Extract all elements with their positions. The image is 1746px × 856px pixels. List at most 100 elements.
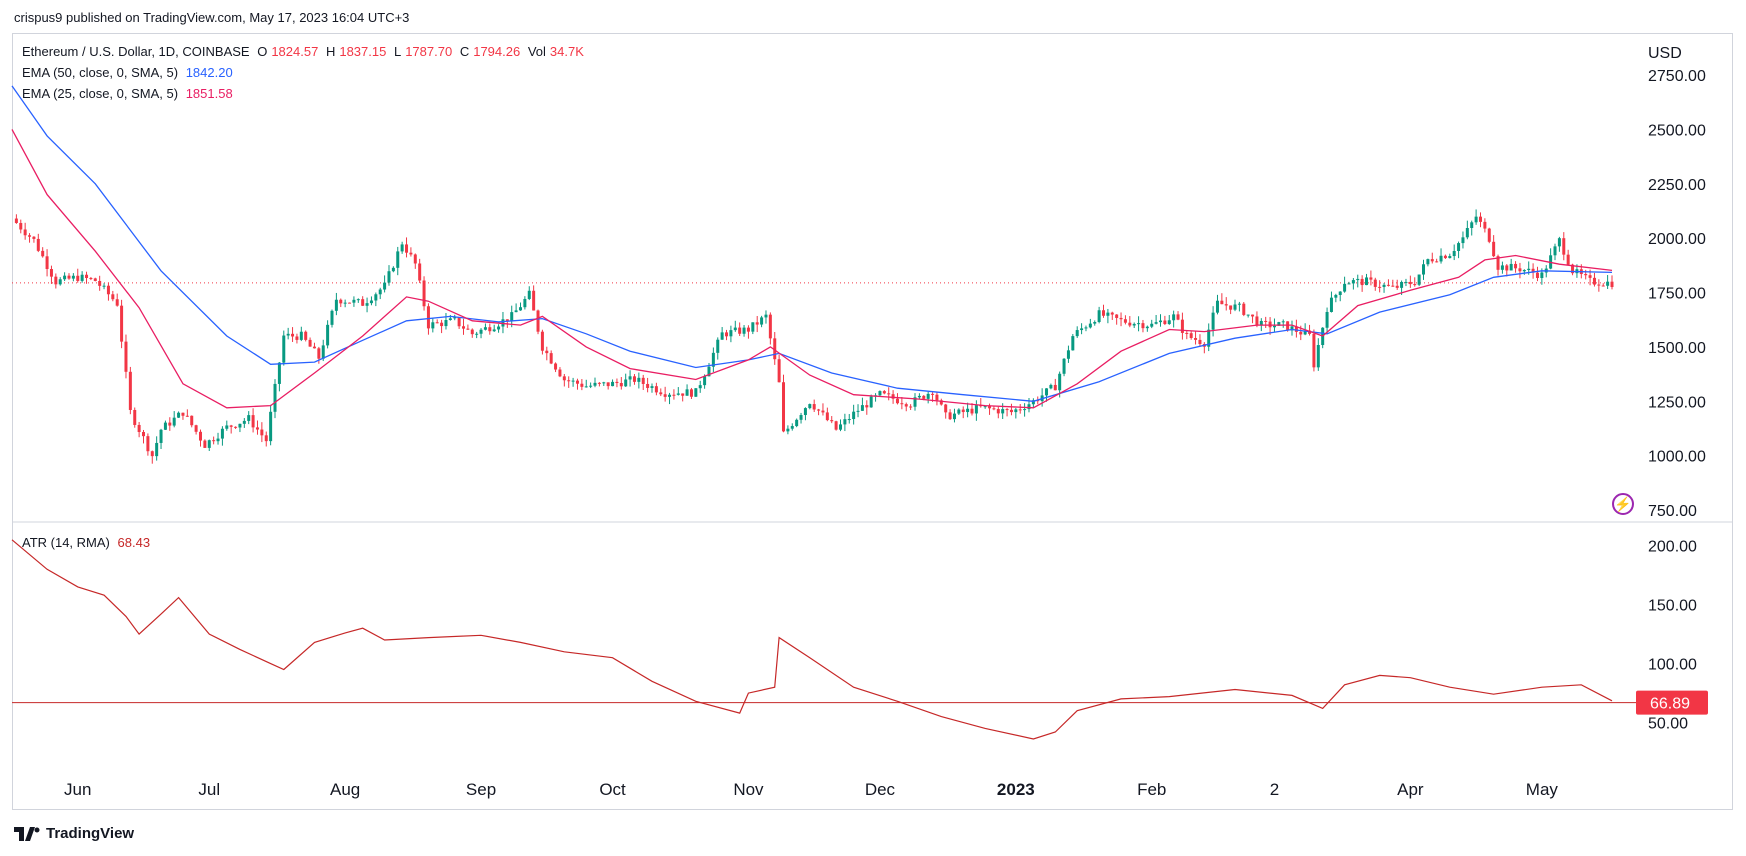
candle-body (1246, 314, 1250, 316)
candle-body (536, 310, 540, 332)
candle-body (54, 276, 58, 285)
candle-body (689, 389, 693, 397)
candle-body (102, 285, 106, 287)
candle-body (137, 424, 141, 433)
candle-body (540, 331, 544, 351)
candle-body (957, 409, 961, 414)
candle-body (1303, 330, 1307, 335)
candle-body (1448, 256, 1452, 259)
ema50-value: 1842.20 (185, 65, 233, 80)
candle-body (133, 409, 137, 425)
candle-body (917, 395, 921, 398)
candle-body (1404, 281, 1408, 283)
candle-body (1325, 311, 1329, 328)
candle-body (41, 250, 45, 257)
candle-body (646, 383, 650, 388)
candle-body (1036, 400, 1040, 402)
candle-body (1505, 265, 1509, 271)
candle-body (1492, 241, 1496, 257)
candle-body (838, 424, 842, 430)
candle-body (1220, 300, 1224, 305)
price-tick-label: 2250.00 (1648, 177, 1706, 194)
candle-body (527, 290, 531, 299)
candle-body (1540, 272, 1544, 279)
candle-body (1294, 326, 1298, 332)
candle-body (396, 251, 400, 268)
candle-body (1597, 284, 1601, 286)
candle-body (190, 415, 194, 426)
candle-body (225, 425, 229, 429)
candle-body (505, 319, 509, 322)
atr-tick-label: 50.00 (1648, 716, 1688, 733)
candle-body (453, 317, 457, 319)
candle-body (1115, 314, 1119, 318)
candle-body (992, 408, 996, 410)
candle-body (1496, 256, 1500, 270)
ohlc-h-label: H (325, 44, 336, 59)
candle-body (1329, 297, 1333, 312)
time-tick-label: Jun (64, 780, 91, 799)
candle-body (575, 380, 579, 384)
candle-body (1198, 339, 1202, 345)
candle-body (159, 429, 163, 443)
candle-body (405, 244, 409, 253)
time-tick-label: Feb (1137, 780, 1166, 799)
candle-body (142, 432, 146, 437)
candle-body (1150, 323, 1154, 327)
candle-body (952, 413, 956, 420)
candle-body (825, 412, 829, 421)
candle-body (19, 222, 23, 230)
candle-body (1535, 272, 1539, 279)
symbol-legend[interactable]: Ethereum / U.S. Dollar, 1D, COINBASE O 18… (22, 44, 588, 59)
candle-body (14, 218, 18, 223)
ema25-value: 1851.58 (185, 86, 233, 101)
candle-body (1106, 312, 1110, 316)
candle-body (1584, 274, 1588, 276)
candle-body (63, 275, 67, 280)
candle-body (475, 333, 479, 335)
candle-body (659, 392, 663, 395)
candle-body (422, 280, 426, 307)
candle-body (860, 405, 864, 411)
candle-body (764, 314, 768, 318)
candle-body (1426, 259, 1430, 265)
tradingview-logo[interactable]: TradingView (14, 825, 134, 842)
candle-body (966, 408, 970, 413)
candle-body (711, 352, 715, 367)
candle-body (773, 338, 777, 360)
candle-body (1141, 323, 1145, 329)
candle-body (1408, 281, 1412, 285)
candle-body (23, 229, 27, 236)
volume-label: Vol (527, 44, 546, 59)
candle-body (1474, 216, 1478, 223)
candle-body (1023, 409, 1027, 411)
currency-label: USD (1648, 45, 1682, 62)
candle-body (1334, 294, 1338, 298)
ema25-legend[interactable]: EMA (25, close, 0, SMA, 5) 1851.58 (22, 86, 237, 101)
price-tick-label: 1250.00 (1648, 394, 1706, 411)
candle-body (632, 376, 636, 382)
candle-body (1509, 263, 1513, 271)
candle-body (85, 274, 89, 279)
flash-icon[interactable]: ⚡ (1612, 493, 1634, 515)
candle-body (904, 404, 908, 407)
candle-body (619, 383, 623, 387)
candle-body (843, 419, 847, 425)
candle-body (1185, 332, 1189, 334)
candle-body (751, 322, 755, 332)
atr-legend[interactable]: ATR (14, RMA) 68.43 (22, 535, 154, 550)
candle-body (922, 395, 926, 399)
candle-body (444, 320, 448, 327)
candle-body (887, 393, 891, 395)
candle-body (1338, 291, 1342, 295)
price-tick-label: 2750.00 (1648, 68, 1706, 85)
candle-body (155, 442, 159, 457)
candle-body (1049, 384, 1053, 389)
candle-body (212, 440, 216, 442)
ohlc-high: 1837.15 (339, 44, 387, 59)
candle-body (343, 302, 347, 304)
ema50-legend[interactable]: EMA (50, close, 0, SMA, 5) 1842.20 (22, 65, 237, 80)
candle-body (115, 299, 119, 306)
candle-body (882, 391, 886, 394)
